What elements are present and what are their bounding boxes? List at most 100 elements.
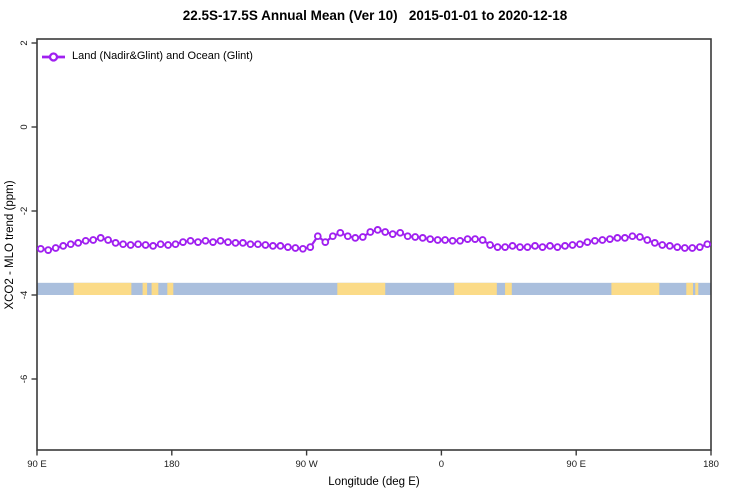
data-point (426, 235, 435, 243)
data-point (74, 239, 83, 247)
data-point (141, 241, 150, 249)
data-point (471, 235, 479, 243)
y-axis-tick-label: -4 (19, 291, 30, 299)
data-point (186, 236, 195, 245)
data-point (111, 239, 120, 247)
data-point (516, 243, 524, 251)
data-point (553, 243, 562, 251)
data-point (680, 244, 689, 252)
data-point (81, 236, 90, 245)
data-point (636, 233, 644, 241)
x-axis-tick-label: 90 E (27, 459, 47, 470)
legend-label: Land (Nadir&Glint) and Ocean (Glint) (72, 50, 253, 62)
data-point (388, 230, 397, 238)
data-point (156, 240, 165, 249)
land-strip-segment (337, 282, 386, 295)
data-point (216, 236, 225, 245)
data-point (403, 232, 412, 241)
data-point (284, 243, 292, 251)
land-strip-segment (142, 282, 148, 295)
data-point (658, 241, 667, 249)
land-strip-segment (73, 282, 132, 295)
data-point (568, 241, 577, 249)
data-point (501, 243, 509, 251)
data-point (194, 238, 202, 246)
data-point (448, 236, 457, 245)
data-point (508, 242, 517, 250)
data-point (576, 240, 584, 249)
data-point (478, 236, 487, 244)
x-axis-tick-label: 0 (439, 459, 444, 470)
data-point (396, 228, 405, 237)
x-axis-title: Longitude (deg E) (328, 476, 420, 488)
x-axis-tick-label: 180 (703, 459, 719, 470)
data-point (418, 234, 427, 242)
data-point (643, 236, 652, 244)
data-point (538, 243, 547, 251)
data-point (246, 240, 255, 249)
y-axis-tick-label: 2 (19, 40, 30, 45)
data-point (373, 226, 382, 234)
data-point (321, 238, 330, 246)
data-point (224, 238, 232, 246)
data-point (343, 232, 352, 241)
data-point (209, 238, 217, 246)
land-strip-segment (695, 282, 699, 295)
x-axis-tick-label: 180 (164, 459, 180, 470)
data-point (561, 242, 569, 250)
y-axis-title: XCO2 - MLO trend (ppm) (4, 180, 16, 310)
data-point (134, 240, 142, 249)
y-axis-tick-label: -6 (19, 375, 30, 383)
data-point (628, 232, 637, 241)
data-point (463, 235, 472, 243)
data-point (441, 236, 449, 244)
data-point (51, 244, 60, 252)
data-point (306, 243, 315, 251)
data-point (358, 233, 367, 241)
data-point (613, 234, 622, 242)
data-point (583, 238, 592, 246)
data-point (621, 234, 629, 242)
y-axis-tick-label: 0 (19, 124, 30, 129)
data-point (328, 232, 337, 241)
data-point (66, 240, 75, 249)
x-axis-tick-label: 90 W (296, 459, 318, 470)
data-point (149, 242, 157, 250)
data-point (433, 236, 442, 244)
data-point (269, 242, 277, 250)
data-point (336, 228, 345, 237)
data-point (104, 236, 112, 244)
data-point (673, 243, 682, 251)
data-point (291, 244, 300, 252)
data-point (36, 244, 45, 253)
y-axis-tick-label: -2 (19, 207, 30, 215)
data-point (119, 240, 127, 249)
data-point (486, 241, 494, 249)
data-point (411, 233, 420, 241)
data-point (126, 241, 135, 249)
chart-title: 22.5S-17.5S Annual Mean (Ver 10) 2015-01… (182, 8, 568, 23)
data-point (695, 243, 704, 251)
data-point (239, 239, 247, 247)
land-strip-segment (167, 282, 174, 295)
land-strip-segment (611, 282, 660, 295)
data-point (606, 235, 614, 243)
land-strip-segment (151, 282, 159, 295)
data-point (703, 240, 712, 249)
data-point (59, 242, 68, 250)
data-point (299, 244, 307, 253)
data-point (598, 236, 607, 244)
land-strip-segment (505, 282, 512, 295)
data-point (254, 240, 262, 249)
data-point (179, 238, 187, 246)
data-point (381, 228, 390, 236)
data-point (89, 236, 98, 244)
data-point (313, 232, 322, 241)
data-point (351, 234, 360, 242)
data-point (164, 241, 172, 249)
x-axis-tick-label: 90 E (566, 459, 586, 470)
data-point (523, 243, 532, 251)
data-point (231, 239, 240, 247)
data-point (276, 242, 285, 250)
data-point (665, 242, 674, 250)
